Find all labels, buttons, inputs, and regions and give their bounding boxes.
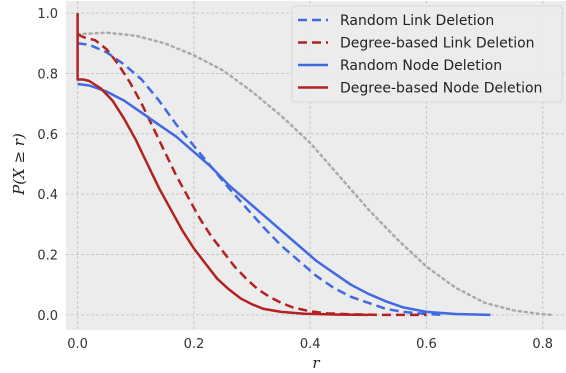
x-tick-label: 0.4	[300, 337, 321, 352]
series-group	[76, 13, 556, 317]
y-tick-label: 0.4	[37, 188, 58, 203]
y-ticks: 0.0 0.2 0.4 0.6 0.8 1.0	[37, 7, 58, 324]
y-tick-label: 0.0	[37, 309, 58, 324]
x-axis-label: r	[312, 354, 320, 372]
series-line-random-node-deletion	[77, 82, 491, 317]
x-tick-label: 0.0	[67, 337, 88, 352]
legend-box	[291, 5, 563, 103]
x-tick-label: 0.8	[532, 337, 553, 352]
legend-label: Random Node Deletion	[340, 58, 502, 74]
y-tick-label: 0.6	[37, 128, 58, 143]
x-tick-label: 0.6	[416, 337, 437, 352]
y-tick-label: 1.0	[37, 7, 58, 22]
legend-label: Degree-based Node Deletion	[340, 81, 542, 97]
legend: Random Link Deletion Degree-based Link De…	[291, 5, 563, 103]
y-axis-label: P(X ≥ r)	[10, 133, 28, 196]
y-tick-label: 0.2	[37, 249, 58, 264]
legend-label: Random Link Deletion	[340, 13, 494, 29]
y-tick-label: 0.8	[37, 67, 58, 82]
x-ticks: 0.0 0.2 0.4 0.6 0.8	[67, 337, 553, 352]
legend-label: Degree-based Link Deletion	[340, 36, 535, 52]
series-line-degree-based-node-deletion	[76, 13, 369, 317]
x-tick-label: 0.2	[184, 337, 205, 352]
series-line-reference-dotted	[76, 31, 556, 317]
series-line-random-link-deletion	[77, 42, 444, 317]
